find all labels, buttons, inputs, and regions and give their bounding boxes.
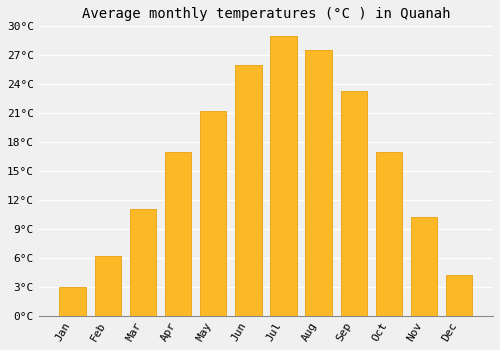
Bar <box>235 65 262 316</box>
Bar <box>411 217 438 316</box>
Bar <box>165 152 191 316</box>
Bar <box>340 91 367 316</box>
Bar <box>94 256 121 316</box>
Bar <box>306 50 332 316</box>
Bar <box>270 36 296 316</box>
Title: Average monthly temperatures (°C ) in Quanah: Average monthly temperatures (°C ) in Qu… <box>82 7 450 21</box>
Bar <box>376 152 402 316</box>
Bar <box>446 275 472 316</box>
Bar <box>200 111 226 316</box>
Bar <box>60 287 86 316</box>
Bar <box>130 209 156 316</box>
